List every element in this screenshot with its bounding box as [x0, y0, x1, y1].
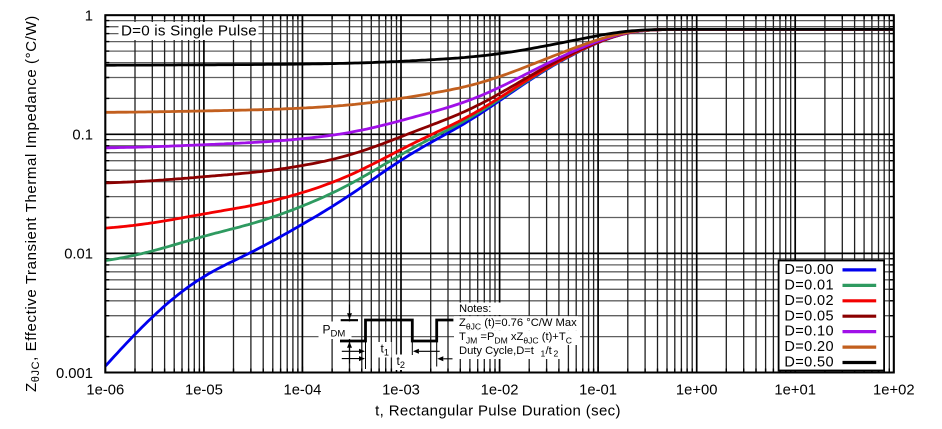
svg-text:D=0.02: D=0.02: [784, 293, 834, 309]
svg-text:1e+02: 1e+02: [873, 383, 915, 399]
svg-text:ZθJC (t)=0.76 °C/W Max: ZθJC (t)=0.76 °C/W Max: [459, 317, 577, 331]
svg-text:Notes:: Notes:: [459, 303, 491, 315]
svg-text:TJM =PDM xZθJC (t)+TC: TJM =PDM xZθJC (t)+TC: [459, 331, 572, 345]
svg-text:D=0.00: D=0.00: [784, 262, 834, 278]
svg-text:/t: /t: [546, 345, 553, 357]
svg-text:0.01: 0.01: [64, 247, 93, 263]
svg-text:1e-01: 1e-01: [579, 383, 617, 399]
svg-text:1: 1: [85, 9, 93, 25]
svg-text:D=0 is Single Pulse: D=0 is Single Pulse: [121, 22, 257, 39]
svg-text:1e-06: 1e-06: [86, 383, 124, 399]
svg-text:D=0.01: D=0.01: [784, 277, 834, 293]
svg-text:t1: t1: [381, 342, 389, 358]
svg-text:t, Rectangular Pulse Duration: t, Rectangular Pulse Duration (sec): [375, 402, 621, 419]
svg-text:Duty Cycle,D=t: Duty Cycle,D=t: [459, 345, 535, 357]
svg-text:0.1: 0.1: [72, 128, 93, 144]
svg-text:1e-05: 1e-05: [185, 383, 223, 399]
svg-text:0.001: 0.001: [56, 366, 93, 382]
svg-text:2: 2: [554, 349, 559, 359]
svg-text:D=0.20: D=0.20: [784, 339, 834, 355]
svg-text:1e-03: 1e-03: [382, 383, 420, 399]
svg-text:1e+00: 1e+00: [676, 383, 718, 399]
svg-text:1e+01: 1e+01: [774, 383, 816, 399]
svg-text:t2: t2: [397, 354, 405, 370]
svg-text:1e-02: 1e-02: [481, 383, 519, 399]
svg-text:D=0.10: D=0.10: [784, 324, 834, 340]
svg-text:D=0.50: D=0.50: [784, 355, 834, 371]
svg-text:ZθJC, Effective Transient Ther: ZθJC, Effective Transient Thermal Impeda…: [23, 15, 42, 392]
svg-text:1: 1: [541, 349, 546, 359]
svg-text:1e-04: 1e-04: [283, 383, 321, 399]
svg-text:D=0.05: D=0.05: [784, 308, 834, 324]
